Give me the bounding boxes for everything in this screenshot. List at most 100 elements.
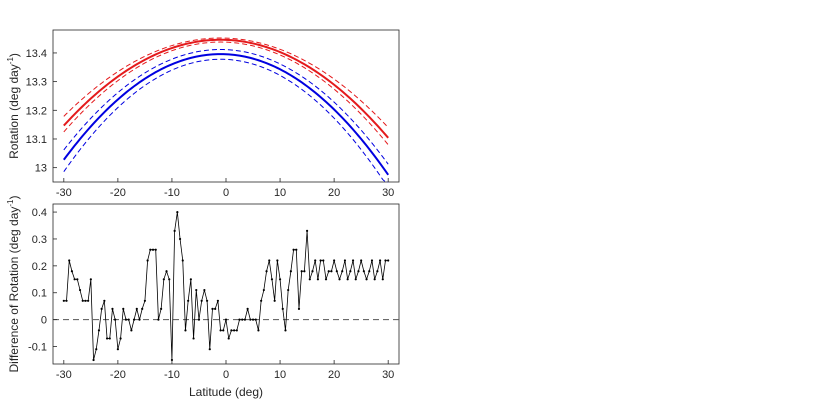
difference-point: [170, 358, 174, 362]
difference-point: [319, 259, 322, 262]
x-tick-label: 20: [328, 187, 340, 199]
difference-point: [324, 278, 328, 281]
x-tick-label: 0: [223, 369, 229, 381]
difference-point: [92, 358, 95, 362]
difference-point: [132, 318, 136, 321]
difference-point: [162, 278, 165, 281]
difference-point: [87, 299, 90, 302]
difference-point: [265, 270, 268, 273]
x-tick-label: -10: [164, 187, 180, 199]
difference-point: [376, 270, 379, 273]
difference-point: [362, 270, 365, 273]
difference-point: [149, 248, 152, 251]
difference-point: [273, 299, 276, 302]
y-tick-label: 0: [41, 315, 47, 327]
difference-point: [300, 270, 303, 273]
x-tick-label: 0: [223, 187, 229, 199]
difference-point: [378, 259, 382, 262]
top-x-ticks: -30 -20 -10 0 10 20 30: [56, 178, 394, 199]
difference-point: [341, 270, 344, 273]
difference-point: [111, 307, 114, 310]
difference-point: [289, 270, 292, 273]
difference-point: [241, 318, 244, 321]
difference-point: [130, 329, 133, 332]
difference-point: [100, 307, 103, 310]
y-tick-label: 0.1: [32, 288, 47, 300]
y-tick-label: 0.3: [32, 234, 47, 246]
rotation-curve-2: [63, 37, 389, 128]
difference-point: [143, 299, 147, 302]
difference-point: [227, 337, 230, 340]
y-tick-label: 0.2: [32, 261, 47, 273]
difference-point: [189, 278, 192, 281]
difference-point: [208, 348, 211, 351]
difference-point: [211, 307, 214, 310]
difference-point: [260, 299, 263, 302]
rotation-curve-1: [63, 38, 389, 139]
y-tick-label: 13.2: [26, 105, 47, 117]
difference-point: [105, 337, 109, 340]
difference-point: [70, 270, 74, 273]
difference-point: [243, 318, 247, 321]
difference-point: [354, 278, 357, 281]
difference-point: [119, 337, 122, 340]
difference-point: [308, 278, 311, 281]
difference-point: [192, 337, 195, 340]
difference-point: [141, 307, 144, 310]
difference-point: [381, 278, 384, 281]
difference-point: [214, 307, 217, 310]
difference-point: [303, 270, 306, 273]
difference-point: [370, 259, 374, 262]
difference-point: [365, 278, 368, 281]
difference-point: [346, 278, 349, 281]
difference-point: [305, 229, 309, 232]
x-axis-label: Latitude (deg): [189, 385, 263, 399]
difference-series-line: [63, 212, 389, 361]
difference-point: [122, 307, 125, 310]
rotation-curves: [63, 37, 390, 183]
rotation-curve-6: [63, 58, 389, 183]
difference-point: [200, 299, 203, 302]
difference-point: [230, 329, 233, 332]
difference-point: [197, 318, 201, 321]
rotation-curve-5: [63, 48, 389, 165]
difference-point: [68, 259, 71, 262]
x-tick-label: 30: [382, 369, 394, 381]
difference-point: [297, 307, 301, 310]
difference-point: [184, 329, 187, 332]
difference-point: [84, 299, 87, 302]
difference-point: [316, 278, 320, 281]
difference-point: [195, 288, 198, 292]
x-tick-label: -20: [110, 187, 126, 199]
difference-point: [222, 329, 225, 332]
difference-point: [235, 329, 238, 332]
difference-point: [268, 259, 271, 262]
difference-point: [287, 288, 290, 292]
difference-point: [168, 278, 171, 281]
difference-point: [76, 278, 79, 281]
difference-point: [97, 329, 101, 332]
top-y-axis-label: Rotation (deg day-1): [6, 53, 21, 159]
difference-point: [251, 318, 255, 321]
difference-point: [95, 348, 98, 351]
difference-point: [311, 270, 314, 273]
difference-point: [219, 329, 222, 332]
difference-point: [81, 299, 84, 302]
rotation-difference-chart: -30 -20 -10 0 10 20 30 -0.1 0 0.1 0.2 0.3 0.4 Diffe…: [6, 195, 400, 399]
difference-point: [160, 307, 163, 310]
difference-point: [114, 318, 117, 321]
difference-point: [89, 278, 92, 281]
difference-point: [78, 288, 82, 292]
difference-point: [343, 259, 347, 262]
difference-point: [281, 307, 284, 310]
difference-point: [373, 278, 376, 281]
difference-point: [138, 318, 141, 321]
difference-point: [327, 270, 330, 273]
difference-point: [187, 299, 190, 302]
x-tick-label: 10: [274, 369, 286, 381]
difference-point: [173, 229, 176, 232]
difference-point: [292, 248, 295, 251]
difference-point: [154, 248, 157, 251]
difference-point: [108, 337, 111, 340]
